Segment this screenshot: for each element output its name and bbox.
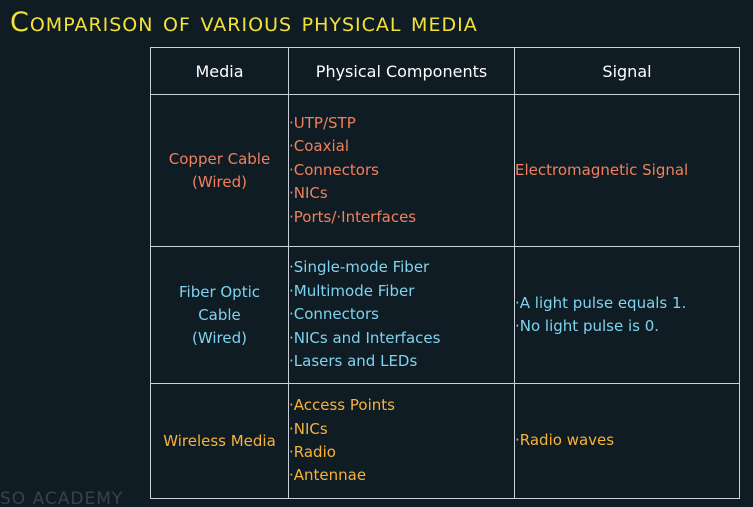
component-item: ·NICs: [289, 419, 328, 438]
table-row-fiber-optic: Fiber Optic Cable (Wired) ·Single-mode F…: [150, 246, 740, 384]
table-row-copper-cable: Copper Cable (Wired) ·UTP/STP ·Coaxial ·…: [150, 94, 740, 247]
signal-item: ·No light pulse is 0.: [515, 317, 660, 335]
component-item: ·Antennae: [289, 466, 367, 485]
component-item: ·Single-mode Fiber: [289, 258, 430, 277]
component-item: ·Coaxial: [289, 137, 350, 156]
media-cell: Copper Cable (Wired): [150, 94, 289, 247]
signal-cell: ·A light pulse equals 1. ·No light pulse…: [514, 246, 740, 384]
component-item: ·NICs: [289, 184, 328, 203]
table-row-wireless-media: Wireless Media ·Access Points ·NICs ·Rad…: [150, 383, 740, 499]
component-item: ·NICs and Interfaces: [289, 328, 441, 347]
watermark-text: SO ACADEMY: [0, 489, 124, 507]
components-cell: ·UTP/STP ·Coaxial ·Connectors ·NICs ·Por…: [288, 94, 515, 247]
table-header-row: Media Physical Components Signal: [150, 47, 740, 95]
header-signal: Signal: [514, 47, 740, 95]
signal-cell: ·Radio waves: [514, 383, 740, 499]
component-item: ·Lasers and LEDs: [289, 352, 418, 371]
component-item: ·Radio: [289, 443, 336, 461]
media-type: (Wired): [192, 328, 247, 347]
media-cell: Wireless Media: [150, 383, 289, 499]
component-item: ·Multimode Fiber: [289, 281, 415, 300]
media-type: (Wired): [192, 172, 247, 191]
components-cell: ·Single-mode Fiber ·Multimode Fiber ·Con…: [288, 246, 515, 384]
component-item: ·Connectors: [289, 305, 379, 324]
media-name: Copper Cable: [168, 149, 271, 168]
media-name: Fiber Optic: [178, 282, 260, 301]
component-item: ·UTP/STP: [289, 113, 356, 132]
media-comparison-table: Media Physical Components Signal Copper …: [150, 47, 740, 499]
page-title: Comparison of various physical media: [10, 7, 478, 38]
component-item: ·Access Points: [289, 396, 395, 415]
signal-item: ·A light pulse equals 1.: [515, 293, 687, 312]
media-cell: Fiber Optic Cable (Wired): [150, 246, 289, 384]
components-cell: ·Access Points ·NICs ·Radio ·Antennae: [288, 383, 515, 499]
header-physical-components: Physical Components: [288, 47, 515, 95]
component-item: ·Ports/·Interfaces: [289, 207, 417, 226]
signal-cell: Electromagnetic Signal: [514, 94, 740, 247]
media-name: Cable: [198, 305, 241, 324]
media-name: Wireless Media: [163, 431, 276, 450]
signal-item: Electromagnetic Signal: [515, 160, 689, 179]
header-media: Media: [150, 47, 289, 95]
component-item: ·Connectors: [289, 160, 379, 179]
signal-item: ·Radio waves: [515, 431, 615, 450]
